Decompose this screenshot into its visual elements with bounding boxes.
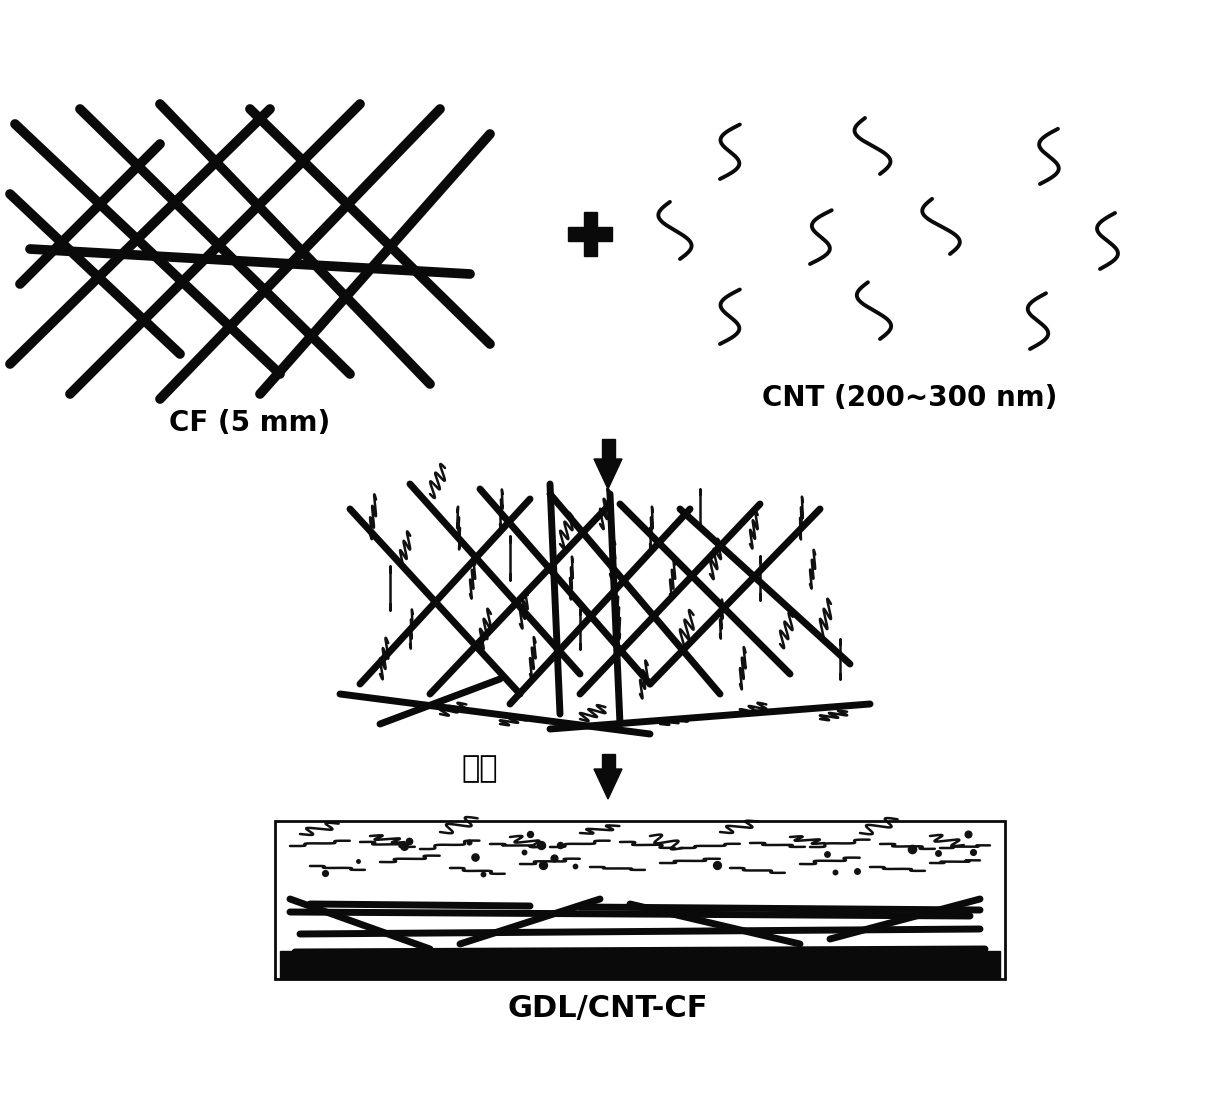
- Bar: [584, 212, 597, 256]
- Polygon shape: [602, 754, 614, 769]
- Text: CF (5 mm): CF (5 mm): [169, 409, 331, 437]
- Polygon shape: [593, 769, 623, 799]
- Text: 抽滤: 抽滤: [462, 755, 499, 783]
- Polygon shape: [602, 439, 614, 459]
- Polygon shape: [593, 459, 623, 489]
- Text: CNT (200~300 nm): CNT (200~300 nm): [762, 384, 1058, 412]
- Text: GDL/CNT-CF: GDL/CNT-CF: [508, 994, 708, 1023]
- Bar: [280, 951, 1000, 979]
- Bar: [568, 228, 612, 241]
